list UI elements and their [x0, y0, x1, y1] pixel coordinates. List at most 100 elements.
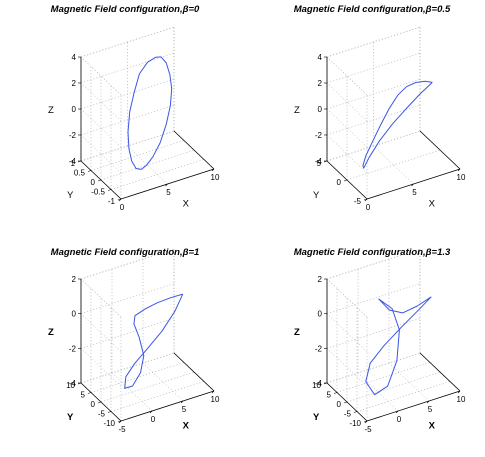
grid-line: [80, 248, 175, 280]
y-axis-label: Y: [313, 190, 320, 201]
y-tick-label: -10: [103, 419, 115, 428]
grid-line: [110, 159, 205, 190]
z-axis-label: Z: [294, 105, 300, 116]
z-tick-label: 2: [318, 79, 323, 88]
grid-line: [326, 104, 421, 136]
y-tick-label: 1: [71, 159, 76, 168]
z-tick-label: -2: [69, 131, 77, 140]
y-tick-mark: [363, 420, 368, 423]
x-axis-line: [366, 390, 461, 422]
subplot-title: Magnetic Field configuration,β=1: [51, 247, 200, 258]
x-tick-mark: [411, 183, 414, 187]
y-tick-mark: [117, 198, 122, 201]
x-tick-label: 10: [211, 173, 220, 182]
x-tick-label: -5: [118, 425, 126, 434]
field-line-curve: [127, 56, 173, 170]
grid-line: [336, 362, 431, 393]
y-tick-label: -5: [98, 410, 106, 419]
y-tick-label: 10: [312, 381, 321, 390]
grid-line: [326, 134, 368, 174]
grid-line: [80, 318, 175, 349]
x-tick-mark: [395, 410, 399, 414]
z-tick-label: 0: [72, 105, 77, 114]
x-axis-label: X: [429, 420, 436, 431]
x-tick-label: 10: [457, 173, 466, 182]
z-tick-label: -4: [315, 379, 323, 388]
grid-line: [110, 381, 205, 412]
grid-line: [346, 371, 441, 403]
field-line-curve: [362, 80, 433, 169]
x-axis-label: X: [183, 198, 190, 209]
subplot-title: Magnetic Field configuration,β=0: [51, 4, 200, 15]
x-tick-label: 0: [366, 203, 371, 212]
grid-line: [80, 278, 122, 318]
y-tick-label: -5: [354, 197, 362, 206]
y-axis-label: Y: [67, 190, 74, 201]
z-tick-label: 2: [72, 275, 77, 284]
y-tick-label: 0: [337, 178, 342, 187]
x-tick-mark: [165, 183, 168, 187]
z-tick-label: 2: [72, 79, 77, 88]
field-line-curve: [365, 296, 432, 396]
y-tick-mark: [97, 401, 102, 404]
grid-line: [326, 78, 421, 110]
grid-line: [326, 352, 421, 384]
x-axis-label: X: [429, 198, 436, 209]
grid-line: [80, 313, 122, 352]
y-tick-label: 5: [327, 391, 332, 400]
z-axis-label: Z: [48, 327, 54, 338]
subplot-title: Magnetic Field configuration,β=0.5: [294, 4, 451, 15]
y-tick-label: 0: [337, 400, 342, 409]
y-tick-label: -5: [344, 410, 352, 419]
y-tick-mark: [343, 401, 348, 404]
x-tick-mark: [457, 168, 461, 172]
grid-line: [80, 26, 175, 58]
x-axis-line: [120, 390, 215, 422]
y-tick-label: -1: [108, 197, 116, 206]
y-tick-mark: [333, 392, 338, 394]
grid-line: [80, 352, 175, 384]
x-tick-mark: [180, 400, 184, 404]
y-tick-mark: [363, 198, 368, 201]
x-tick-label: 10: [211, 395, 220, 404]
z-tick-label: -2: [315, 131, 323, 140]
grid-line: [326, 56, 368, 96]
grid-line: [100, 371, 195, 403]
grid-line: [326, 318, 421, 349]
grid-line: [80, 283, 175, 314]
x-tick-label: 5: [166, 188, 171, 197]
y-axis-label: Y: [67, 412, 74, 423]
x-tick-label: 10: [457, 395, 466, 404]
grid-line: [80, 52, 175, 84]
z-tick-label: 0: [72, 310, 77, 319]
y-tick-label: 5: [81, 391, 86, 400]
grid-line: [80, 134, 122, 174]
z-tick-label: -4: [69, 157, 77, 166]
x-tick-mark: [457, 390, 461, 394]
grid-line: [326, 248, 421, 280]
grid-line: [388, 362, 430, 402]
grid-line: [90, 140, 185, 171]
y-tick-mark: [107, 189, 112, 191]
y-tick-label: -0.5: [91, 188, 105, 197]
z-axis-label: Z: [294, 327, 300, 338]
grid-line: [127, 145, 168, 185]
grid-line: [326, 130, 421, 162]
grid-line: [356, 381, 451, 412]
y-tick-label: 0: [91, 178, 96, 187]
grid-line: [326, 313, 368, 352]
grid-line: [326, 26, 421, 58]
grid-line: [80, 130, 175, 162]
y-tick-mark: [97, 179, 102, 182]
x-tick-label: 5: [428, 405, 433, 414]
y-tick-mark: [343, 179, 348, 182]
z-tick-label: 4: [318, 53, 323, 62]
grid-line: [326, 348, 368, 387]
field-line-curve: [124, 293, 184, 389]
y-tick-mark: [107, 411, 112, 413]
grid-line: [326, 278, 368, 318]
grid-line: [326, 82, 368, 122]
